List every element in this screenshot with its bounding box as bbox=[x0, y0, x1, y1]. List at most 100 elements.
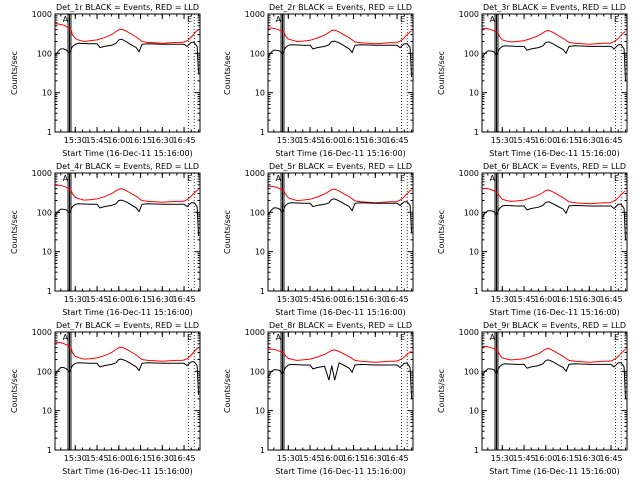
y-tick-label: 10 bbox=[469, 89, 479, 98]
y-tick-label: 100 bbox=[464, 208, 479, 217]
y-tick-label: 1 bbox=[474, 287, 479, 296]
x-tick-label: 16:45 bbox=[173, 136, 196, 145]
y-axis-label: Counts/sec bbox=[437, 210, 446, 254]
y-tick-label: 1000 bbox=[459, 169, 479, 178]
x-tick-label: 16:00 bbox=[534, 295, 557, 304]
lld-series-line bbox=[481, 345, 626, 363]
lld-series-line bbox=[267, 27, 412, 45]
plot-frame bbox=[54, 13, 201, 133]
x-axis-label: Start Time (16-Dec-11 15:16:00) bbox=[62, 467, 193, 476]
plot-frame bbox=[481, 331, 628, 451]
x-tick-label: 15:45 bbox=[86, 136, 109, 145]
events-series-line bbox=[267, 198, 413, 233]
x-tick-label: 16:00 bbox=[320, 295, 343, 304]
events-series-line bbox=[267, 362, 413, 399]
x-axis-label: Start Time (16-Dec-11 15:16:00) bbox=[275, 467, 406, 476]
y-tick-label: 1000 bbox=[32, 328, 52, 337]
y-axis-label: Counts/sec bbox=[223, 369, 232, 413]
x-tick-label: 16:45 bbox=[386, 295, 409, 304]
y-tick-label: 10 bbox=[255, 407, 265, 416]
plot-frame bbox=[267, 331, 414, 451]
x-tick-label: 16:45 bbox=[600, 136, 623, 145]
y-tick-label: 100 bbox=[464, 49, 479, 58]
y-tick-label: 100 bbox=[464, 367, 479, 376]
events-series-line bbox=[481, 201, 626, 240]
y-tick-label: 10 bbox=[469, 248, 479, 257]
attenuator-marker-label: A bbox=[276, 333, 282, 342]
y-axis-label: Counts/sec bbox=[10, 51, 19, 95]
x-axis-label: Start Time (16-Dec-11 15:16:00) bbox=[489, 308, 620, 317]
events-series-line bbox=[54, 38, 200, 74]
attenuator-marker-label: A bbox=[63, 15, 69, 24]
lld-series-line bbox=[54, 341, 199, 362]
detector-panel: Det_3r BLACK = Events, RED = LLD Counts/s… bbox=[437, 3, 628, 158]
y-tick-label: 1 bbox=[47, 446, 52, 455]
y-tick-label: 1 bbox=[260, 287, 265, 296]
y-tick-label: 1000 bbox=[459, 328, 479, 337]
end-marker-label: E bbox=[400, 15, 405, 24]
y-tick-label: 10 bbox=[255, 248, 265, 257]
lld-series-line bbox=[481, 187, 626, 205]
x-tick-label: 16:00 bbox=[320, 454, 343, 463]
x-tick-label: 15:30 bbox=[64, 454, 87, 463]
y-tick-label: 1 bbox=[47, 128, 52, 137]
panel-title: Det_6r BLACK = Events, RED = LLD bbox=[483, 162, 626, 171]
end-marker-label: E bbox=[400, 174, 405, 183]
x-tick-label: 15:30 bbox=[491, 454, 514, 463]
x-tick-label: 16:45 bbox=[600, 295, 623, 304]
x-tick-label: 16:45 bbox=[600, 454, 623, 463]
plot-frame bbox=[267, 13, 414, 133]
attenuator-marker-label: A bbox=[276, 174, 282, 183]
x-axis-label: Start Time (16-Dec-11 15:16:00) bbox=[62, 149, 193, 158]
y-axis-label: Counts/sec bbox=[223, 210, 232, 254]
x-tick-label: 16:45 bbox=[386, 454, 409, 463]
plot-frame bbox=[54, 331, 201, 451]
lld-series-line bbox=[54, 184, 199, 203]
x-tick-label: 15:30 bbox=[277, 454, 300, 463]
y-axis-label: Counts/sec bbox=[223, 51, 232, 95]
x-tick-label: 16:00 bbox=[107, 295, 130, 304]
x-tick-label: 16:45 bbox=[173, 454, 196, 463]
panel-title: Det_8r BLACK = Events, RED = LLD bbox=[269, 321, 412, 330]
y-tick-label: 1 bbox=[260, 128, 265, 137]
x-tick-label: 16:30 bbox=[578, 454, 601, 463]
x-tick-label: 16:15 bbox=[556, 295, 579, 304]
x-tick-label: 15:30 bbox=[277, 295, 300, 304]
x-tick-label: 16:15 bbox=[342, 136, 365, 145]
events-series-line bbox=[481, 41, 626, 81]
events-series-line bbox=[54, 199, 200, 237]
x-tick-label: 16:00 bbox=[534, 454, 557, 463]
x-tick-label: 16:00 bbox=[320, 136, 343, 145]
panel-title: Det_2r BLACK = Events, RED = LLD bbox=[269, 3, 412, 12]
x-tick-label: 16:15 bbox=[556, 454, 579, 463]
x-tick-label: 15:45 bbox=[299, 454, 322, 463]
end-marker-label: E bbox=[187, 174, 192, 183]
x-tick-label: 16:30 bbox=[151, 295, 174, 304]
y-tick-label: 100 bbox=[37, 49, 52, 58]
lld-series-line bbox=[481, 27, 626, 45]
detector-panel: Det_5r BLACK = Events, RED = LLD Counts/s… bbox=[223, 162, 414, 317]
x-tick-label: 16:45 bbox=[386, 136, 409, 145]
x-axis-label: Start Time (16-Dec-11 15:16:00) bbox=[62, 308, 193, 317]
attenuator-marker-label: A bbox=[490, 15, 496, 24]
lld-series-line bbox=[267, 185, 412, 204]
y-tick-label: 100 bbox=[37, 367, 52, 376]
y-tick-label: 1000 bbox=[245, 328, 265, 337]
y-tick-label: 1000 bbox=[32, 169, 52, 178]
y-tick-label: 1 bbox=[260, 446, 265, 455]
panel-title: Det_7r BLACK = Events, RED = LLD bbox=[56, 321, 199, 330]
x-tick-label: 15:45 bbox=[299, 295, 322, 304]
events-series-line bbox=[481, 359, 626, 399]
x-tick-label: 16:30 bbox=[364, 454, 387, 463]
events-series-line bbox=[267, 40, 413, 78]
y-tick-label: 100 bbox=[37, 208, 52, 217]
detector-panel: Det_8r BLACK = Events, RED = LLD Counts/s… bbox=[223, 321, 414, 476]
y-tick-label: 100 bbox=[250, 367, 265, 376]
x-tick-label: 15:30 bbox=[491, 295, 514, 304]
panel-title: Det_3r BLACK = Events, RED = LLD bbox=[483, 3, 626, 12]
x-tick-label: 16:30 bbox=[151, 136, 174, 145]
attenuator-marker-label: A bbox=[63, 174, 69, 183]
y-tick-label: 1000 bbox=[459, 10, 479, 19]
x-tick-label: 16:00 bbox=[534, 136, 557, 145]
